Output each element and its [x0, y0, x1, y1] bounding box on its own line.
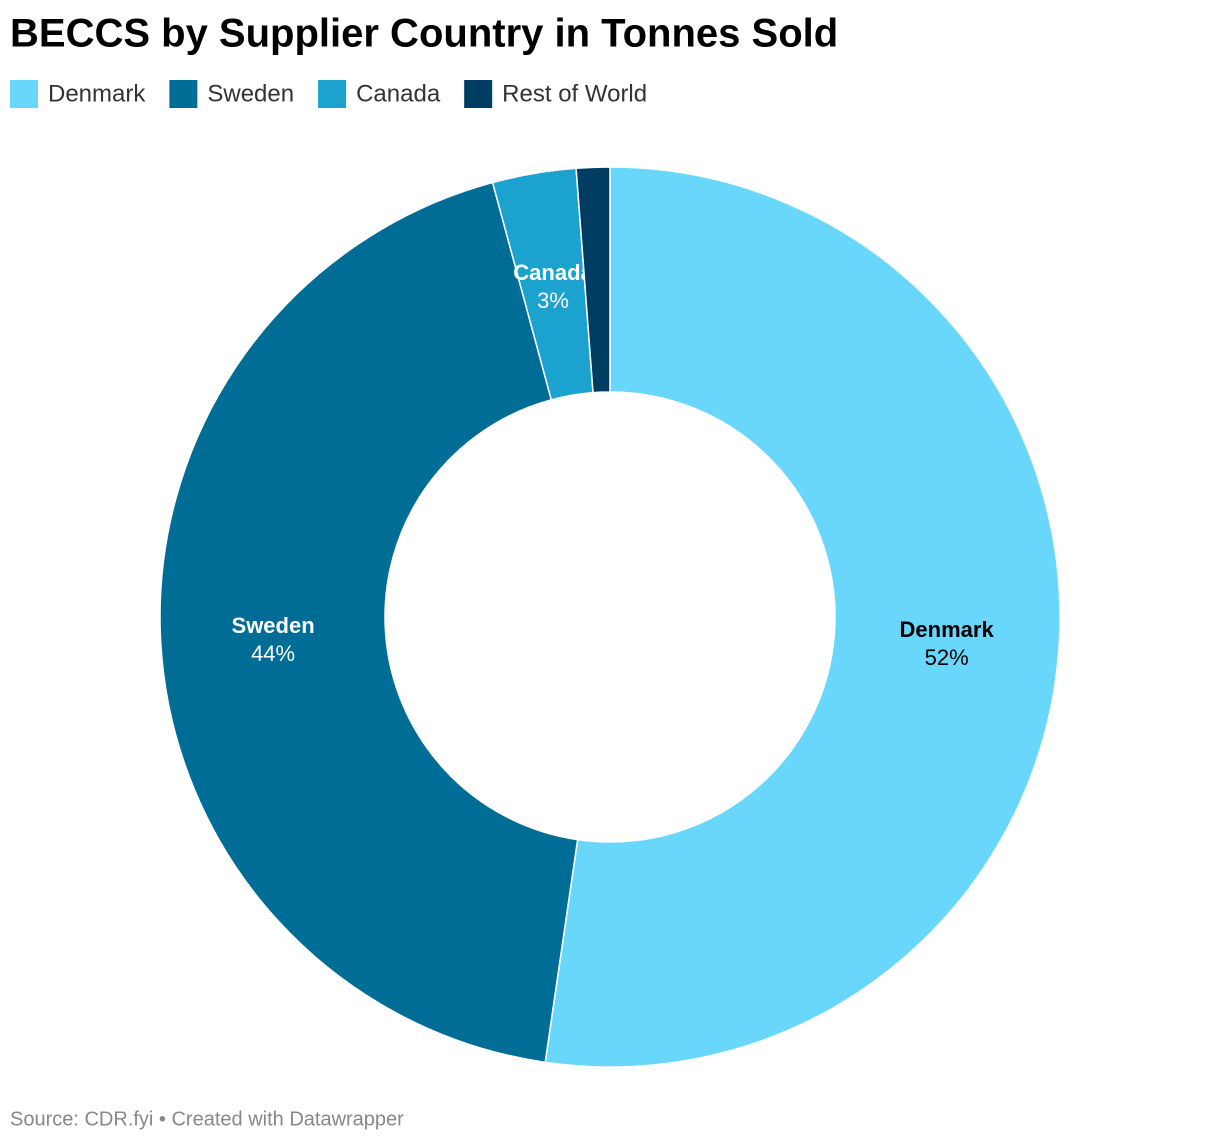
- legend-swatch: [464, 80, 493, 108]
- chart-title: BECCS by Supplier Country in Tonnes Sold: [10, 12, 838, 56]
- legend-label: Sweden: [207, 80, 294, 107]
- slice-label: Denmark: [900, 617, 995, 642]
- legend-label: Canada: [356, 80, 441, 107]
- slice-label: Sweden: [232, 613, 315, 638]
- slice-value-label: 52%: [925, 645, 969, 670]
- legend-label: Rest of World: [502, 80, 647, 107]
- source-note: Source: CDR.fyi • Created with Datawrapp…: [10, 1108, 404, 1130]
- slice-value-label: 3%: [537, 288, 569, 313]
- legend-label: Denmark: [48, 80, 146, 107]
- legend-swatch: [10, 80, 38, 108]
- legend-swatch: [318, 80, 347, 108]
- slice-label: Canada: [513, 260, 593, 285]
- slice-value-label: 44%: [251, 641, 295, 666]
- legend-swatch: [169, 80, 198, 108]
- slice: [159, 181, 579, 1064]
- slice: [544, 166, 1061, 1068]
- slice: [575, 166, 611, 394]
